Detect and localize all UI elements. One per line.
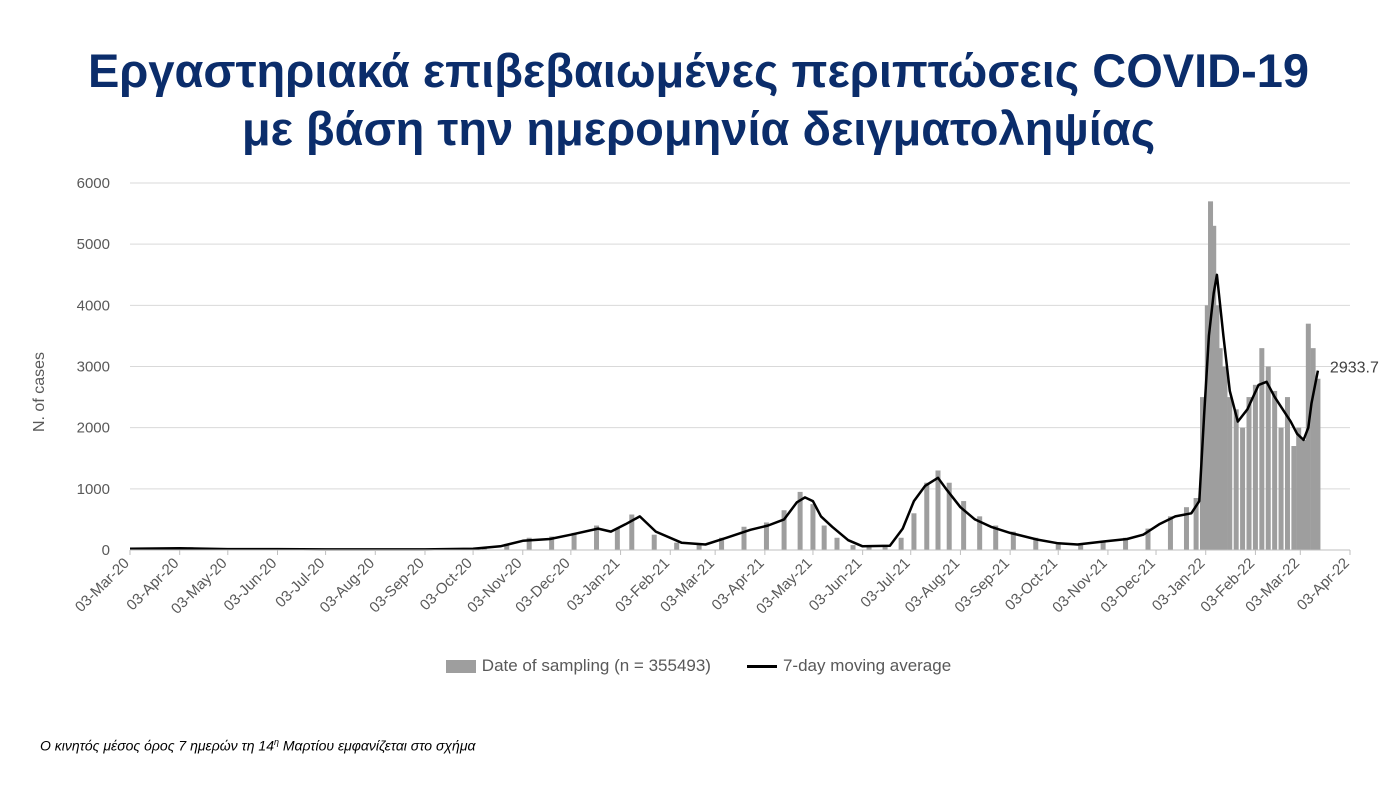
x-tick-label: 03-Apr-22 [1294, 555, 1353, 614]
bar [741, 526, 747, 550]
x-tick-label: 03-Jun-21 [806, 555, 866, 615]
bar [850, 545, 856, 550]
bar-series [138, 201, 1321, 551]
line-series [129, 273, 1320, 551]
gridlines [130, 182, 1350, 490]
chart-title-line1: Εργαστηριακά επιβεβαιωμένες περιπτώσεις … [87, 44, 1310, 97]
bar [1233, 409, 1239, 550]
legend-label-bars: Date of sampling (n = 355493) [481, 656, 711, 675]
bar [504, 543, 510, 550]
x-tick-label: 03-Sep-20 [366, 555, 428, 617]
bar [898, 537, 904, 550]
bar [1010, 531, 1016, 550]
bar [924, 482, 930, 550]
bar [614, 528, 620, 550]
moving-average-line [129, 273, 1320, 551]
bar [696, 543, 702, 550]
footnote-text-end: Μαρτίου εμφανίζεται στο σχήμα [278, 737, 476, 754]
bar [1123, 537, 1129, 550]
bar [1217, 348, 1223, 550]
chart-title-line2: με βάση την ημερομηνία δειγματοληψίας [241, 102, 1156, 155]
bar [594, 525, 600, 550]
bar [993, 525, 999, 550]
bar [1296, 427, 1302, 550]
x-tick-label: 03-Sep-21 [951, 555, 1013, 617]
bar [1145, 528, 1151, 550]
bar [1301, 439, 1307, 550]
bar [1227, 397, 1233, 550]
y-tick-label: 1000 [77, 481, 110, 498]
y-tick-label: 3000 [77, 359, 110, 376]
axes: 0 1000 2000 3000 4000 5000 6000 03-Mar-20 03-Apr… [72, 175, 1353, 618]
y-tick-label: 4000 [77, 297, 110, 314]
bar [1208, 201, 1214, 550]
bar [977, 516, 983, 550]
footnote-text: Ο κινητός μέσος όρος 7 ημερών τη 14 [40, 737, 274, 754]
bar [834, 537, 840, 550]
y-tick-label: 0 [102, 542, 110, 559]
bar [1315, 378, 1321, 550]
chart-title: Εργαστηριακά επιβεβαιωμένες περιπτώσεις … [0, 42, 1397, 158]
bar [1240, 427, 1246, 550]
bar [629, 514, 635, 550]
bar [674, 542, 680, 550]
bar [1284, 397, 1290, 550]
bar [911, 513, 917, 550]
bar [1272, 390, 1278, 550]
bar [866, 546, 872, 550]
bar [1305, 323, 1311, 550]
y-tick-label: 6000 [77, 175, 110, 192]
bar [763, 522, 769, 550]
bar [797, 491, 803, 550]
bar [1100, 540, 1106, 550]
legend-item-line: 7-day moving average [746, 656, 952, 676]
bar [481, 548, 487, 550]
bar [719, 537, 725, 550]
bar [571, 532, 577, 550]
bar [1246, 397, 1252, 550]
legend-swatch-line [746, 664, 777, 668]
bar [1055, 542, 1061, 550]
x-tick-label: 03-Mar-20 [72, 555, 133, 616]
bar [781, 510, 787, 550]
bar [1200, 397, 1206, 550]
bar [1214, 305, 1220, 550]
legend-item-bars: Date of sampling (n = 355493) [445, 656, 711, 676]
bar [1310, 348, 1316, 550]
bar [1167, 516, 1173, 550]
bar [946, 482, 952, 550]
bar [651, 534, 657, 550]
bar [1265, 366, 1271, 550]
bar [1222, 366, 1228, 550]
y-tick-label: 2000 [77, 420, 110, 437]
end-value-label: 2933.7 [1330, 360, 1379, 377]
bar [1078, 544, 1084, 550]
legend-swatch-bars [445, 659, 476, 673]
bar [1033, 537, 1039, 550]
x-tick-label: 03-Jun-20 [221, 555, 281, 615]
bar [1278, 427, 1284, 550]
bar [1183, 507, 1189, 550]
legend: Date of sampling (n = 355493) 7-day movi… [0, 656, 1397, 676]
bar [549, 536, 555, 550]
bar [526, 537, 532, 550]
bar [1259, 348, 1265, 550]
footnote-superscript: η [273, 737, 279, 747]
y-tick-label: 5000 [77, 236, 110, 253]
bar [810, 504, 816, 550]
bar [961, 501, 967, 550]
bar [1291, 446, 1297, 550]
bar [1204, 305, 1210, 550]
bar [821, 525, 827, 550]
bar [882, 546, 888, 550]
legend-label-line: 7-day moving average [782, 656, 952, 675]
bar [1252, 384, 1258, 550]
y-axis-label: N. of cases [31, 352, 48, 432]
bar [1211, 225, 1217, 551]
footnote: Ο κινητός μέσος όρος 7 ημερών τη 14η Μαρ… [40, 737, 475, 754]
bar [935, 470, 941, 550]
bar [1193, 498, 1199, 550]
